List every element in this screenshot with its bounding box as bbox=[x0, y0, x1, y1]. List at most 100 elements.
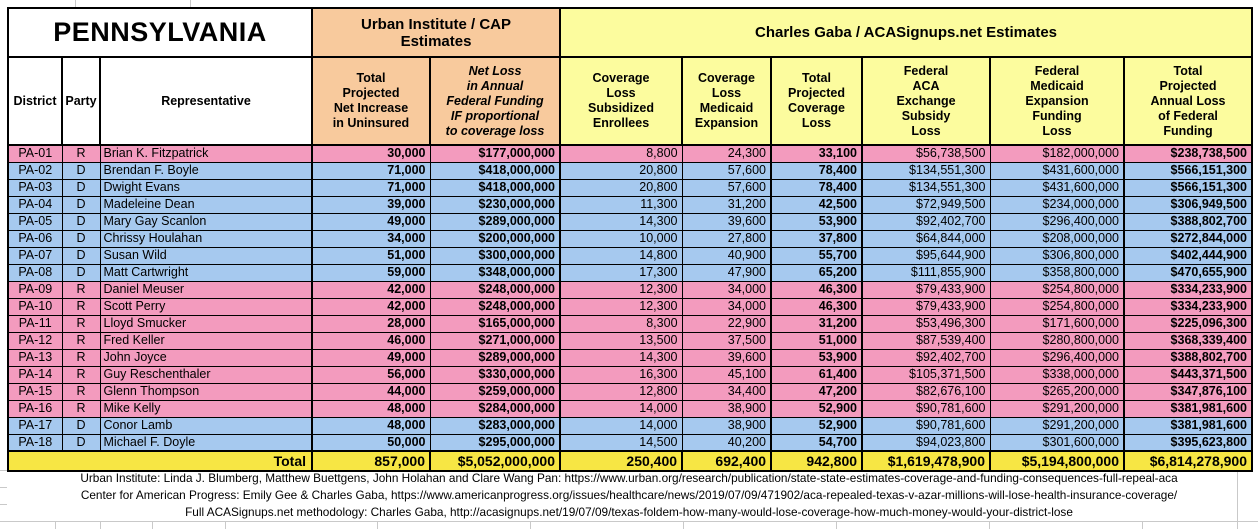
total-label: Total bbox=[7, 450, 313, 472]
coverage-loss-subsidized-cell: 14,300 bbox=[559, 212, 683, 231]
district-cell: PA-02 bbox=[7, 161, 63, 180]
total-net-increase-uninsured: 857,000 bbox=[311, 450, 431, 472]
total-coverage-loss-cell: 53,900 bbox=[770, 348, 864, 367]
net-loss-federal-funding-cell: $177,000,000 bbox=[429, 144, 562, 163]
citation-center-american-progress: Center for American Progress: Emily Gee … bbox=[80, 488, 1178, 502]
coverage-loss-medicaid-cell: 27,800 bbox=[681, 229, 772, 248]
district-cell: PA-17 bbox=[7, 416, 63, 435]
exchange-subsidy-loss-cell: $92,402,700 bbox=[861, 348, 991, 367]
total-row: Total 857,000 $5,052,000,000 250,400 692… bbox=[7, 450, 1254, 472]
column-header-district: District bbox=[7, 56, 63, 146]
annual-loss-federal-funding-cell: $225,096,300 bbox=[1123, 314, 1254, 333]
district-row: PA-02 D Brendan F. Boyle 71,000 $418,000,000… bbox=[7, 161, 1254, 180]
net-increase-uninsured-cell: 59,000 bbox=[311, 263, 431, 282]
party-cell: R bbox=[61, 297, 101, 316]
coverage-loss-medicaid-cell: 39,600 bbox=[681, 348, 772, 367]
party-cell: R bbox=[61, 144, 101, 163]
net-increase-uninsured-cell: 48,000 bbox=[311, 399, 431, 418]
party-cell: R bbox=[61, 399, 101, 418]
total-coverage-loss-cell: 55,700 bbox=[770, 246, 864, 265]
net-increase-uninsured-cell: 51,000 bbox=[311, 246, 431, 265]
coverage-loss-subsidized-cell: 14,000 bbox=[559, 399, 683, 418]
district-row: PA-16 R Mike Kelly 48,000 $284,000,000 14,000… bbox=[7, 399, 1254, 418]
medicaid-funding-loss-cell: $254,800,000 bbox=[989, 280, 1125, 299]
district-row: PA-17 D Conor Lamb 48,000 $283,000,000 14,000… bbox=[7, 416, 1254, 435]
district-cell: PA-05 bbox=[7, 212, 63, 231]
medicaid-funding-loss-cell: $280,800,000 bbox=[989, 331, 1125, 350]
representative-cell: John Joyce bbox=[99, 348, 313, 367]
district-row: PA-05 D Mary Gay Scanlon 49,000 $289,000,000… bbox=[7, 212, 1254, 231]
gridline bbox=[75, 0, 76, 7]
party-cell: R bbox=[61, 314, 101, 333]
annual-loss-federal-funding-cell: $272,844,000 bbox=[1123, 229, 1254, 248]
exchange-subsidy-loss-cell: $56,738,500 bbox=[861, 144, 991, 163]
coverage-loss-subsidized-cell: 14,300 bbox=[559, 348, 683, 367]
exchange-subsidy-loss-cell: $134,551,300 bbox=[861, 178, 991, 197]
coverage-loss-subsidized-cell: 14,500 bbox=[559, 433, 683, 452]
gridline bbox=[100, 521, 101, 529]
representative-cell: Brian K. Fitzpatrick bbox=[99, 144, 313, 163]
exchange-subsidy-loss-cell: $64,844,000 bbox=[861, 229, 991, 248]
representative-cell: Daniel Meuser bbox=[99, 280, 313, 299]
net-loss-federal-funding-cell: $289,000,000 bbox=[429, 212, 562, 231]
net-loss-federal-funding-cell: $418,000,000 bbox=[429, 178, 562, 197]
net-loss-federal-funding-cell: $271,000,000 bbox=[429, 331, 562, 350]
net-loss-federal-funding-cell: $418,000,000 bbox=[429, 161, 562, 180]
net-loss-federal-funding-cell: $248,000,000 bbox=[429, 297, 562, 316]
gridline bbox=[0, 487, 7, 488]
column-header-representative: Representative bbox=[99, 56, 313, 146]
gridline bbox=[1142, 521, 1143, 529]
party-cell: R bbox=[61, 365, 101, 384]
gridline bbox=[1237, 470, 1238, 529]
total-annual-loss-federal-funding: $6,814,278,900 bbox=[1123, 450, 1254, 472]
medicaid-funding-loss-cell: $431,600,000 bbox=[989, 161, 1125, 180]
party-cell: D bbox=[61, 212, 101, 231]
column-header-party: Party bbox=[61, 56, 101, 146]
party-cell: D bbox=[61, 229, 101, 248]
representative-cell: Fred Keller bbox=[99, 331, 313, 350]
medicaid-funding-loss-cell: $208,000,000 bbox=[989, 229, 1125, 248]
party-cell: D bbox=[61, 195, 101, 214]
district-cell: PA-14 bbox=[7, 365, 63, 384]
district-cell: PA-04 bbox=[7, 195, 63, 214]
gridline bbox=[836, 521, 837, 529]
exchange-subsidy-loss-cell: $79,433,900 bbox=[861, 280, 991, 299]
district-cell: PA-15 bbox=[7, 382, 63, 401]
coverage-loss-medicaid-cell: 57,600 bbox=[681, 178, 772, 197]
column-header-coverage-loss-subsidized: Coverage Loss Subsidized Enrollees bbox=[559, 56, 684, 146]
total-exchange-subsidy-loss: $1,619,478,900 bbox=[861, 450, 992, 472]
annual-loss-federal-funding-cell: $388,802,700 bbox=[1123, 348, 1254, 367]
column-header-net-increase-uninsured: Total Projected Net Increase in Uninsure… bbox=[311, 56, 431, 146]
district-cell: PA-11 bbox=[7, 314, 63, 333]
exchange-subsidy-loss-cell: $82,676,100 bbox=[861, 382, 991, 401]
net-loss-federal-funding-cell: $295,000,000 bbox=[429, 433, 562, 452]
net-increase-uninsured-cell: 30,000 bbox=[311, 144, 431, 163]
citation-urban-institute: Urban Institute: Linda J. Blumberg, Matt… bbox=[80, 471, 1178, 485]
net-increase-uninsured-cell: 34,000 bbox=[311, 229, 431, 248]
net-loss-federal-funding-cell: $330,000,000 bbox=[429, 365, 562, 384]
state-title: PENNSYLVANIA bbox=[7, 7, 313, 58]
coverage-loss-medicaid-cell: 47,900 bbox=[681, 263, 772, 282]
district-row: PA-14 R Guy Reschenthaler 56,000 $330,000,00… bbox=[7, 365, 1254, 384]
total-coverage-loss-cell: 61,400 bbox=[770, 365, 864, 384]
annual-loss-federal-funding-cell: $347,876,100 bbox=[1123, 382, 1254, 401]
coverage-loss-medicaid-cell: 34,000 bbox=[681, 280, 772, 299]
representative-cell: Dwight Evans bbox=[99, 178, 313, 197]
total-projected-coverage-loss: 942,800 bbox=[770, 450, 864, 472]
exchange-subsidy-loss-cell: $134,551,300 bbox=[861, 161, 991, 180]
coverage-loss-subsidized-cell: 10,000 bbox=[559, 229, 683, 248]
coverage-loss-subsidized-cell: 20,800 bbox=[559, 161, 683, 180]
gridline bbox=[989, 521, 990, 529]
district-row: PA-04 D Madeleine Dean 39,000 $230,000,000 11… bbox=[7, 195, 1254, 214]
exchange-subsidy-loss-cell: $105,371,500 bbox=[861, 365, 991, 384]
exchange-subsidy-loss-cell: $53,496,300 bbox=[861, 314, 991, 333]
net-loss-federal-funding-cell: $248,000,000 bbox=[429, 280, 562, 299]
annual-loss-federal-funding-cell: $388,802,700 bbox=[1123, 212, 1254, 231]
coverage-loss-medicaid-cell: 24,300 bbox=[681, 144, 772, 163]
coverage-loss-medicaid-cell: 40,900 bbox=[681, 246, 772, 265]
net-increase-uninsured-cell: 71,000 bbox=[311, 178, 431, 197]
gridline bbox=[55, 521, 56, 529]
net-increase-uninsured-cell: 28,000 bbox=[311, 314, 431, 333]
coverage-loss-subsidized-cell: 16,300 bbox=[559, 365, 683, 384]
exchange-subsidy-loss-cell: $94,023,800 bbox=[861, 433, 991, 452]
